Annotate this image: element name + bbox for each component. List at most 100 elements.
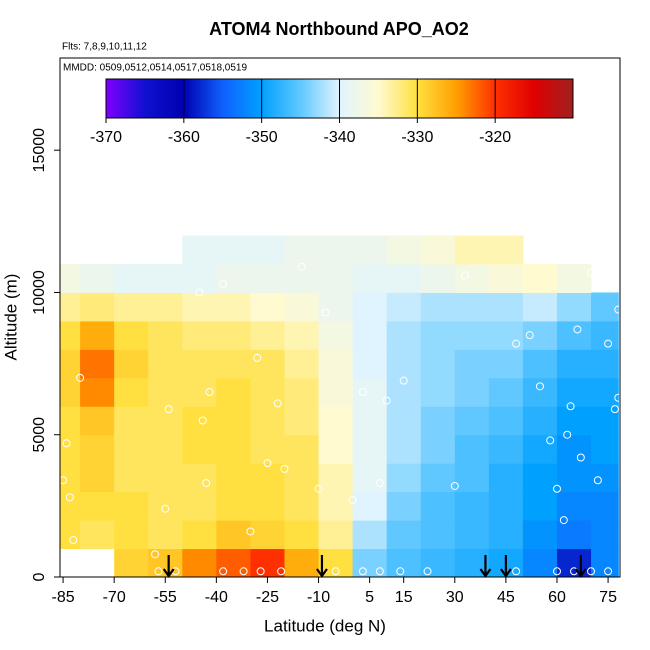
heatmap-cell (250, 349, 285, 379)
heatmap-cell (182, 491, 217, 521)
heatmap-cell (522, 463, 558, 493)
observation-point (151, 550, 160, 559)
observation-point (375, 567, 384, 576)
heatmap-cell (556, 406, 592, 436)
heatmap-cell (182, 520, 217, 550)
heatmap-cell (216, 264, 251, 293)
heatmap-cell (352, 320, 388, 350)
heatmap-cell (488, 292, 524, 322)
heatmap-cell (420, 264, 456, 293)
heatmap-cell (556, 349, 592, 379)
heatmap-cell (182, 377, 217, 407)
observation-point (358, 388, 367, 397)
heatmap-cell (454, 491, 490, 521)
observation-point (563, 430, 572, 439)
observation-point (546, 436, 555, 445)
arrow-marker (162, 555, 175, 578)
heatmap-cell (420, 491, 456, 521)
heatmap-cell (182, 235, 217, 265)
observation-point (239, 567, 248, 576)
overlay: MMDD: 0509,0512,0514,0517,0518,0519 -85 -7… (31, 57, 623, 606)
heatmap-cell (488, 434, 524, 464)
heatmap-cell (352, 349, 388, 379)
y-tick-label: 0 (31, 572, 48, 581)
heatmap-cell (284, 235, 320, 265)
heatmap-cell (250, 406, 285, 436)
y-tick-label: 15000 (31, 128, 48, 173)
heatmap-cell (318, 349, 354, 379)
heatmap-cell (591, 520, 619, 550)
heatmap-cell (80, 491, 115, 521)
heatmap-cell (114, 292, 149, 322)
heatmap-cell (556, 292, 592, 322)
heatmap-cell (60, 349, 81, 379)
heatmap-cell (80, 463, 115, 493)
heatmap-cell (250, 292, 285, 322)
heatmap-cell (60, 463, 81, 493)
heatmap-cell (80, 264, 115, 293)
observation-point (604, 339, 613, 348)
heatmap-cell (420, 548, 456, 577)
observation-point (253, 353, 262, 362)
heatmap-cell (454, 235, 490, 265)
heatmap-cell (352, 377, 388, 407)
subtitle: Flts: 7,8,9,10,11,12 (62, 42, 147, 53)
colorbar-tick-label: -360 (168, 129, 200, 146)
heatmap-cell (60, 520, 81, 550)
heatmap-cell (420, 235, 456, 265)
heatmap-cell (284, 434, 320, 464)
heatmap-cell (454, 264, 490, 293)
observation-point (566, 402, 575, 411)
heatmap-cell (114, 520, 149, 550)
heatmap-cell (386, 349, 422, 379)
arrow-marker (574, 555, 587, 578)
heatmap-cell (420, 377, 456, 407)
heatmap-cell (60, 320, 81, 350)
heatmap-cell (284, 377, 320, 407)
observation-point (202, 479, 211, 488)
heatmap-cell (182, 292, 217, 322)
heatmap-cell (386, 235, 422, 265)
heatmap-cell (216, 463, 251, 493)
observation-point (358, 567, 367, 576)
heatmap-cell (454, 320, 490, 350)
heatmap-cell (488, 320, 524, 350)
heatmap-cell (250, 320, 285, 350)
heatmap-cell (80, 406, 115, 436)
heatmap-cell (386, 434, 422, 464)
heatmap-cell (284, 548, 320, 577)
heatmap-cell (454, 463, 490, 493)
heatmap-cell (216, 520, 251, 550)
heatmap-cell (114, 434, 149, 464)
observation-point (205, 388, 214, 397)
heatmap-cell (182, 264, 217, 293)
heatmap-cell (488, 520, 524, 550)
observation-point (559, 516, 568, 525)
arrow-marker (499, 555, 512, 578)
heatmap-cell (318, 235, 354, 265)
heatmap-cell (420, 520, 456, 550)
x-tick-label: 75 (599, 589, 617, 606)
heatmap-cell (488, 349, 524, 379)
x-tick-label: 30 (446, 589, 464, 606)
heatmap-cell (250, 377, 285, 407)
heatmap-cell (386, 463, 422, 493)
arrow-marker (316, 555, 328, 578)
heatmap-cell (488, 377, 524, 407)
x-axis-label: Latitude (deg N) (264, 616, 386, 635)
heatmap-cell (60, 406, 81, 436)
observation-point (450, 481, 459, 490)
heatmap-cell (591, 349, 619, 379)
x-tick-label: 5 (365, 589, 374, 606)
heatmap-cell (318, 377, 354, 407)
heatmap-cell (352, 491, 388, 521)
observation-point (277, 567, 286, 576)
observation-point (576, 453, 585, 462)
observation-point (396, 567, 405, 576)
heatmap-cell (284, 264, 320, 293)
heatmap-cell (386, 491, 422, 521)
observation-point (614, 305, 623, 314)
heatmap-cell (182, 434, 217, 464)
heatmap-cell (522, 434, 558, 464)
